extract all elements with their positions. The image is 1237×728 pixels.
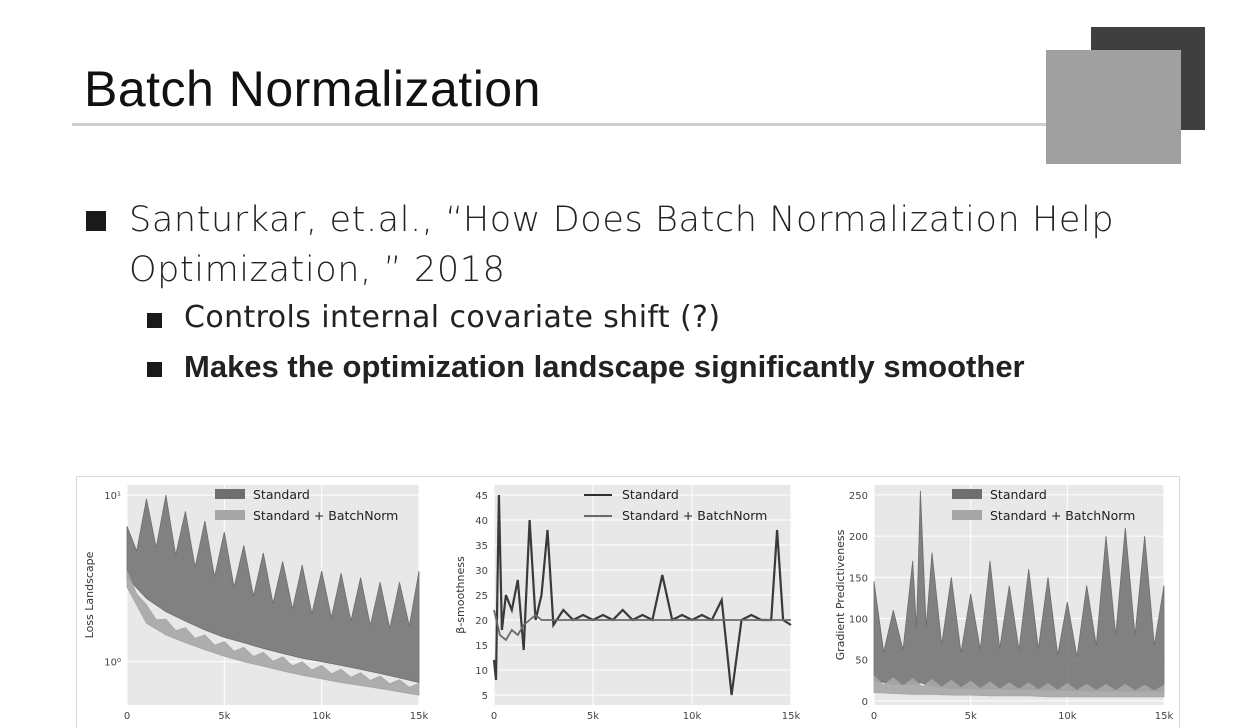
- legend-label: Standard + BatchNorm: [622, 508, 767, 523]
- legend-label: Standard + BatchNorm: [253, 508, 398, 523]
- y-tick-label: 25: [475, 591, 488, 602]
- x-tick-label: 15k: [410, 711, 429, 722]
- charts-svg: 0 5k 10k 15k 10¹ 10⁰ Loss Landscape Standard Sta…: [83, 485, 1173, 722]
- series-band-1: [873, 675, 1165, 698]
- series-line-1: [493, 609, 791, 642]
- legend-swatch: [215, 510, 245, 520]
- legend-swatch: [952, 510, 982, 520]
- x-tick-label: 15k: [782, 711, 801, 722]
- square-bullet-icon: [147, 362, 162, 377]
- square-bullet-icon: [147, 313, 162, 328]
- loss-chart: 0 5k 10k 15k 10¹ 10⁰ Loss Landscape Standard Sta…: [83, 485, 428, 722]
- y-axis-label: Loss Landscape: [83, 551, 96, 638]
- x-tick-label: 5k: [218, 711, 230, 722]
- smoothness-chart: 0 5k 10k 15k 5 10 15 20 25 30 35 40 45 β-smoothness St…: [454, 485, 800, 722]
- title-underline: [72, 123, 1072, 126]
- legend-swatch: [952, 489, 982, 499]
- y-tick-label: 10: [475, 666, 488, 677]
- y-tick-label: 100: [849, 614, 868, 625]
- legend-label: Standard: [622, 487, 679, 502]
- x-tick-label: 10k: [312, 711, 331, 722]
- y-axis-label: Gradient Predictiveness: [834, 529, 847, 660]
- x-tick-label: 10k: [1058, 711, 1077, 722]
- y-tick-label: 40: [475, 516, 488, 527]
- y-tick-label: 10⁰: [104, 658, 121, 669]
- x-tick-label: 0: [124, 711, 130, 722]
- y-tick-label: 35: [475, 541, 488, 552]
- y-tick-label: 0: [862, 697, 868, 708]
- square-bullet-icon: [86, 211, 106, 231]
- predictiveness-chart: 0 5k 10k 15k 0 50 100 150 200 250 Gradient Predict…: [834, 485, 1173, 722]
- legend-label: Standard + BatchNorm: [990, 508, 1135, 523]
- legend-label: Standard: [253, 487, 310, 502]
- series-band-0: [126, 495, 420, 684]
- x-tick-label: 10k: [683, 711, 702, 722]
- series-band-1: [126, 570, 420, 696]
- slide-title: Batch Normalization: [84, 61, 541, 117]
- x-tick-label: 0: [491, 711, 497, 722]
- decorative-light-square: [1046, 50, 1181, 164]
- y-tick-label: 50: [855, 656, 868, 667]
- y-tick-label: 5: [482, 691, 488, 702]
- y-axis-label: β-smoothness: [454, 556, 467, 634]
- x-tick-label: 5k: [965, 711, 977, 722]
- y-tick-label: 15: [475, 641, 488, 652]
- legend-swatch: [215, 489, 245, 499]
- y-tick-label: 250: [849, 491, 868, 502]
- legend-label: Standard: [990, 487, 1047, 502]
- figure-panel: 0 5k 10k 15k 10¹ 10⁰ Loss Landscape Standard Sta…: [76, 476, 1180, 728]
- sub-bullet-text: Makes the optimization landscape signifi…: [184, 349, 1025, 384]
- x-tick-label: 0: [871, 711, 877, 722]
- bullet-citation-text: Santurkar, et.al., “How Does Batch Norma…: [129, 200, 1115, 290]
- y-tick-label: 10¹: [104, 491, 121, 502]
- y-tick-label: 150: [849, 573, 868, 584]
- series-line-0: [492, 494, 792, 696]
- y-tick-label: 20: [475, 616, 488, 627]
- y-tick-label: 200: [849, 532, 868, 543]
- x-tick-label: 15k: [1155, 711, 1174, 722]
- sub-bullet-text: Controls internal covariate shift (?): [184, 300, 721, 335]
- y-tick-label: 30: [475, 566, 488, 577]
- y-tick-label: 45: [475, 491, 488, 502]
- x-tick-label: 5k: [587, 711, 599, 722]
